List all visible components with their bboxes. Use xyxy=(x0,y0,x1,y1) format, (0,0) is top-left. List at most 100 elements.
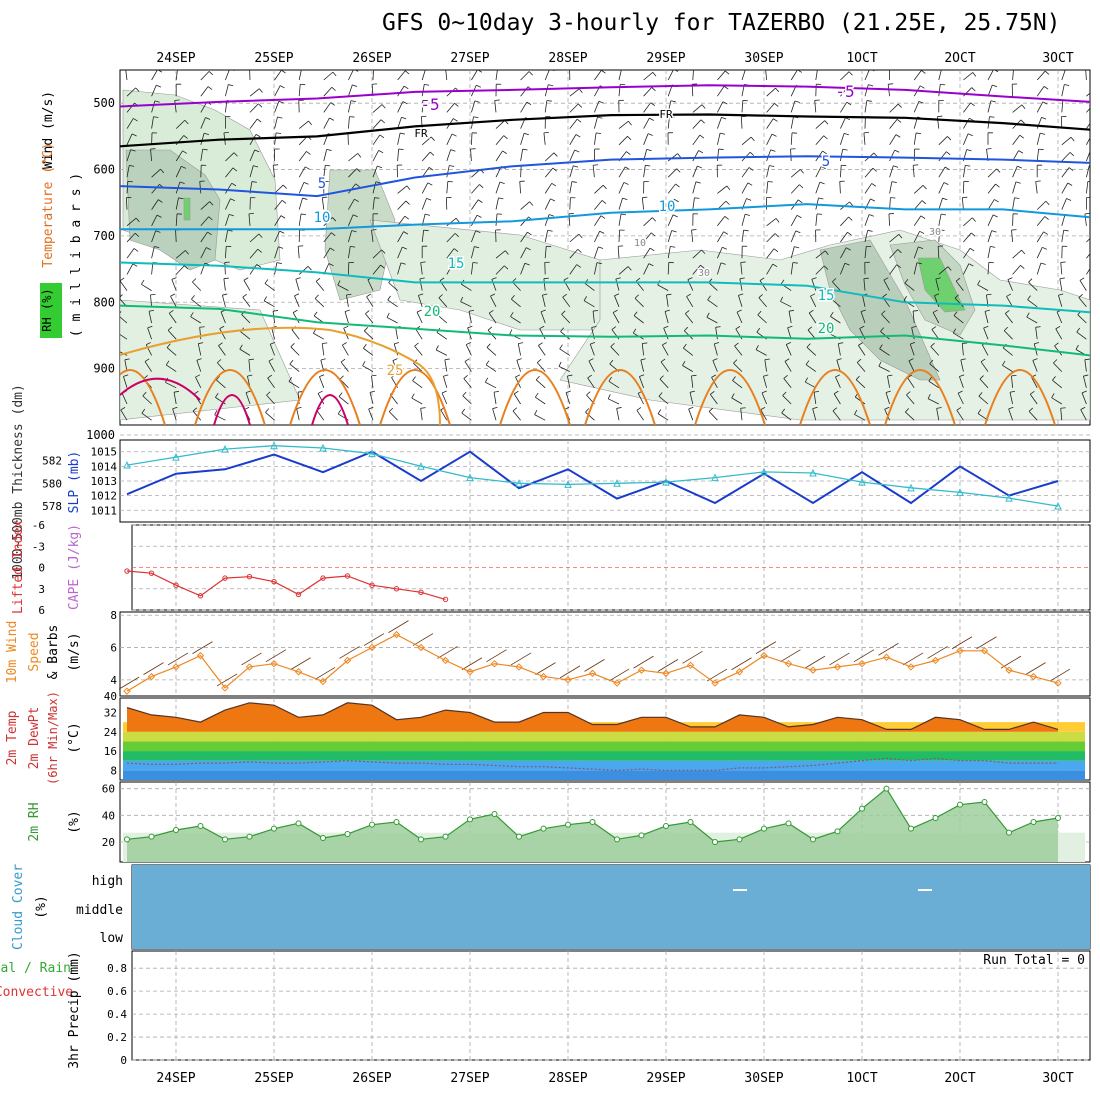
wind-barb xyxy=(485,377,489,383)
wind-barb xyxy=(913,70,922,81)
x-day-label-bottom: 25SEP xyxy=(254,1071,293,1086)
lifted-index-tick: 0 xyxy=(38,562,45,575)
cape-ylabel-cape: CAPE (J/kg) xyxy=(67,524,82,610)
wind-barb xyxy=(731,393,735,399)
rh-point xyxy=(736,836,743,843)
temp-contour-FR xyxy=(120,113,1090,148)
wind-barb xyxy=(835,374,841,378)
wind-barb xyxy=(642,196,648,199)
wind-barb xyxy=(1012,181,1017,194)
wind-barb xyxy=(624,166,630,170)
wind-barb xyxy=(551,182,557,187)
wind-barb xyxy=(298,151,307,162)
wind-barb xyxy=(598,246,604,249)
wind-barb xyxy=(1008,408,1013,421)
wind-barb xyxy=(663,325,669,329)
wind-barb xyxy=(191,295,195,300)
wind-barb xyxy=(200,247,207,259)
wind-barb xyxy=(1054,345,1063,356)
wind-barb xyxy=(740,408,743,421)
wind-barb xyxy=(609,359,614,365)
wind-barb xyxy=(512,278,517,283)
wind-barb xyxy=(516,360,521,372)
wind-barb xyxy=(601,70,606,74)
wind-barb xyxy=(1052,379,1063,389)
wind-barb xyxy=(486,347,497,356)
wind-barb xyxy=(806,346,817,356)
rh-point xyxy=(369,821,375,828)
wind-barb xyxy=(1003,330,1013,340)
wind-barb xyxy=(766,218,777,227)
wind-barb xyxy=(492,406,498,410)
lifted-index-point xyxy=(148,570,155,576)
wind-barb xyxy=(774,103,779,107)
wind-barb xyxy=(197,343,202,356)
wind-barb xyxy=(232,167,238,172)
wind-barb xyxy=(534,392,539,398)
cloud-level-middle: middle xyxy=(76,903,123,918)
wind-barb xyxy=(366,293,372,298)
wind-barb xyxy=(228,214,234,217)
wind-barb xyxy=(274,70,282,81)
wind-barb xyxy=(588,358,594,362)
wind-barb xyxy=(200,133,205,145)
wind-barb xyxy=(375,181,381,184)
wind-barb xyxy=(362,361,366,366)
wind-barb xyxy=(413,363,423,372)
wind-barb xyxy=(461,283,472,291)
wind-barb xyxy=(296,407,302,409)
wind-barb xyxy=(494,100,497,113)
rh-shade-area xyxy=(324,169,396,301)
temp-color-band xyxy=(123,751,1085,761)
wind-barb xyxy=(268,358,274,362)
wind-barb xyxy=(790,100,796,113)
wind-barb xyxy=(860,311,866,324)
wind-barb xyxy=(1027,295,1031,300)
wind-barb xyxy=(520,101,528,113)
wind-barb xyxy=(453,118,458,122)
wind-barb xyxy=(880,327,885,332)
wind-barb xyxy=(889,103,899,113)
wind-barb xyxy=(520,247,527,259)
wind-barb xyxy=(562,293,567,298)
wind-barb xyxy=(594,200,603,210)
wind-barb xyxy=(592,165,595,178)
wind-barb xyxy=(200,201,210,210)
wind-barb xyxy=(594,132,597,145)
wind-barb xyxy=(651,87,656,92)
wind-barb xyxy=(660,361,669,372)
wind-barb xyxy=(692,249,702,259)
wind-barb xyxy=(472,262,478,264)
wind-barb xyxy=(199,181,202,194)
wind-barb-10m xyxy=(878,642,899,656)
wind-barb xyxy=(824,120,829,125)
wind-barb xyxy=(170,296,177,307)
wind-barb xyxy=(1084,358,1090,361)
wind-barb xyxy=(868,214,874,217)
wind-barb xyxy=(740,261,746,263)
wind-barb xyxy=(249,248,259,259)
wind-barb xyxy=(749,151,755,156)
wind-barb xyxy=(544,214,550,226)
wind-barb xyxy=(440,409,448,421)
wind-barb xyxy=(1058,293,1064,296)
wind-barb xyxy=(337,280,341,286)
x-day-label-bottom: 30SEP xyxy=(744,1071,783,1086)
wind-barb xyxy=(179,181,185,184)
wind-barb xyxy=(636,410,644,421)
wind-barb xyxy=(814,100,817,113)
rh-point xyxy=(1055,815,1061,821)
wind-barb xyxy=(471,70,478,81)
wind-barb xyxy=(740,262,743,275)
rh-point xyxy=(1030,819,1037,825)
wind-barb xyxy=(934,293,940,296)
wind-barb xyxy=(930,342,935,347)
wind-barb-10m xyxy=(780,649,801,663)
wind-barb xyxy=(574,149,580,153)
wind-barb xyxy=(832,281,841,291)
wind-barb xyxy=(946,151,951,156)
wind-barb xyxy=(421,230,425,243)
wind-barb xyxy=(561,310,566,315)
wind-barb xyxy=(364,327,369,332)
wind-barb xyxy=(278,100,284,104)
